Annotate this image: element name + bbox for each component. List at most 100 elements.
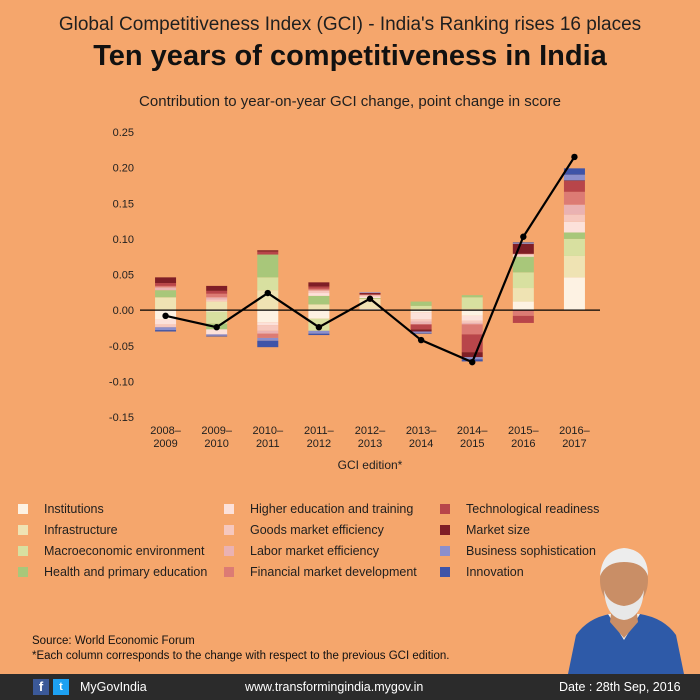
footer-url[interactable]: www.transformingindia.mygov.in [245,680,424,694]
x-axis-label: GCI edition* [338,458,403,472]
bar-segment [461,295,483,298]
bar-segment [563,221,585,233]
x-tick-label: 2009– [201,425,232,437]
x-tick-label: 2008– [150,425,181,437]
legend-label: Institutions [44,502,104,516]
bar-segment [563,204,585,215]
x-tick-label: 2015– [508,425,539,437]
legend-swatch [440,525,450,535]
legend-swatch [18,546,28,556]
bar-segment [563,277,585,311]
bar-segment [206,297,228,300]
bar-segment [512,255,534,257]
y-tick-label: -0.15 [109,412,134,424]
bar-segment [155,319,177,325]
bar-segment [308,295,330,305]
bar-segment [206,329,228,335]
bar-segment [155,283,177,286]
x-tick-label: 2013– [406,425,437,437]
legend-item: Labor market efficiency [224,544,379,558]
bar-segment [206,285,228,291]
footer-handle: MyGovIndia [80,680,147,694]
total-change-point [315,324,323,331]
twitter-icon[interactable]: t [53,679,69,695]
bar-segment [257,277,279,291]
bar-segment [512,272,534,289]
total-change-point [520,233,527,240]
bar-segment [257,290,279,311]
legend-swatch [18,525,28,535]
bar-segment [461,310,483,316]
bar-segment [155,287,177,291]
x-tick-label: 2017 [562,438,586,450]
legend-swatch [18,567,28,577]
x-tick-label: 2010– [252,425,283,437]
x-tick-label: 2014– [457,425,488,437]
legend-item: Higher education and training [224,502,413,516]
bar-segment [359,298,381,309]
bar-segment [563,238,585,256]
bar-segment [563,180,585,182]
bar-segment [359,308,381,311]
legend-item: Innovation [440,565,524,579]
bar-segment [206,335,228,337]
legend-item: Health and primary education [18,565,207,579]
bar-segment [359,292,381,294]
bar-segment [512,253,534,255]
legend-swatch [224,504,234,514]
legend-swatch [224,567,234,577]
bar-segment [155,290,177,298]
bar-segment [308,288,330,291]
bar-segment [563,181,585,192]
bar-segment [257,325,279,331]
bar-segment [359,293,381,295]
x-tick-label: 2014 [409,438,433,450]
bar-segment [257,310,279,323]
bar-segment [308,310,330,319]
x-tick-label: 2013 [358,438,382,450]
bar-segment [155,327,177,331]
bar-segment [512,243,534,254]
legend-item: Institutions [18,502,104,516]
bar-segment [410,321,432,325]
facebook-icon[interactable]: f [33,679,49,695]
legend-swatch [18,504,28,514]
legend-label: Infrastructure [44,523,118,537]
bar-segment [308,333,330,336]
bar-segment [308,286,330,289]
x-tick-label: 2016 [511,438,535,450]
bar-segment [308,282,330,287]
bar-segment [512,254,534,256]
bar-segment [206,310,228,312]
legend-swatch [440,546,450,556]
bar-segment [563,214,585,222]
bar-segment [410,331,432,333]
total-change-point [264,289,271,297]
footer-bar: f t MyGovIndia www.transformingindia.myg… [0,674,700,700]
bar-segment [461,315,483,321]
bar-segment [308,290,330,291]
x-tick-label: 2011 [256,438,280,450]
bar-segment [257,340,279,348]
bar-segment [461,324,483,335]
bar-segment [257,337,279,341]
total-change-point [417,336,425,344]
bar-segment [257,250,279,252]
source-note: Source: World Economic Forum *Each colum… [32,634,449,664]
bar-segment [410,329,432,332]
bar-segment [563,174,585,181]
total-change-point [366,295,374,302]
legend-label: Health and primary education [44,565,208,579]
legend-label: Market size [466,523,530,537]
bar-segment [257,251,279,255]
bar-segment [512,310,534,316]
x-tick-label: 2016– [559,425,590,437]
bar-segment [206,290,228,294]
legend-swatch [440,567,450,577]
y-tick-label: 0.15 [113,198,134,210]
bar-segment [206,311,228,324]
bar-segment [512,288,534,302]
legend-item: Financial market development [224,565,417,579]
bar-segment [512,242,534,244]
footnote-line: *Each column corresponds to the change w… [32,650,450,662]
